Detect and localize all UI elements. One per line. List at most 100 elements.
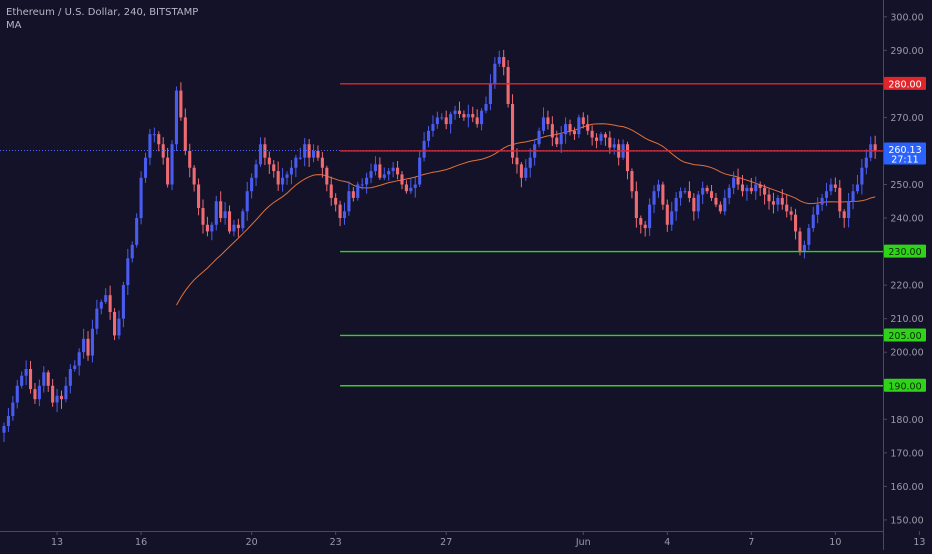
candle [718,201,722,214]
candle-body [550,124,554,138]
candle [188,143,192,178]
candle-body [833,184,837,188]
candle [564,117,568,144]
candle-body [373,164,378,172]
candle-body [497,57,501,64]
candle [342,202,347,225]
candle [802,240,806,259]
candle [303,137,307,167]
time-axis[interactable]: 13 16 20 23 27 Jun 4 7 10 13 [51,531,925,548]
candle-body [789,211,793,215]
candle-body [325,167,329,185]
resistance-level-badge: 280.00 [884,76,926,90]
candle [210,222,214,241]
candle [108,285,112,320]
candle [648,198,652,236]
candle [418,150,422,188]
candle-body [369,171,373,178]
candle-body [453,110,457,115]
candle-body [183,117,187,151]
symbol-title: Ethereum / U.S. Dollar, 240, BITSTAMP [6,7,199,18]
candle [519,162,523,188]
candle-body [480,110,484,125]
candle-body [798,231,802,252]
candle [68,364,72,394]
candle [873,135,877,159]
candle-body [241,211,245,229]
candle-body [396,167,400,175]
candle [794,208,798,240]
candle-body [581,117,585,125]
candle-body [281,177,285,185]
time-tick-label: 23 [330,537,342,548]
candle-body [634,191,638,219]
candle-body [2,426,6,433]
candle [449,111,453,134]
candle [205,216,209,237]
candle [37,379,41,407]
candle-body [740,184,745,192]
candle [373,156,378,176]
candle-body [205,224,209,232]
candle [855,174,860,194]
candle-body [126,258,130,286]
candle-body [488,83,492,104]
candle-body [537,130,541,145]
horizontal-levels-layer[interactable] [0,83,883,387]
level-badge-bg [884,328,926,342]
candle [166,147,170,188]
candle [20,371,24,389]
candle [749,178,753,195]
candle [586,114,590,135]
candle [236,218,240,238]
candle-body [723,197,727,212]
candle [245,181,249,221]
candle [267,151,271,174]
candle [444,110,448,130]
level-badge-text: 190.00 [888,381,921,392]
candle [360,178,364,190]
candle-body [842,211,846,219]
candle-body [219,201,223,219]
candle-body [51,385,55,403]
candle [767,189,771,210]
candle-body [46,372,50,386]
candle-body [77,352,81,366]
candle [24,360,28,386]
candle [758,181,762,197]
candle [382,167,386,180]
candle-body [108,295,112,312]
candle-body [90,328,94,356]
candle [820,193,824,211]
candle-body [418,157,422,185]
candle [11,395,15,421]
candle-body [855,184,860,192]
candle-body [449,114,453,125]
time-tick-label: 27 [440,537,452,548]
candle [219,191,223,223]
candle [2,422,6,443]
candle [250,173,254,199]
candle [365,172,369,194]
candle [462,110,466,121]
candle-body [139,177,143,219]
candle-body [130,244,134,259]
candle-body [73,365,77,369]
candle [453,105,457,120]
candle-body [28,368,33,390]
candle [643,220,647,237]
candle-body [245,191,249,212]
candle [785,195,789,218]
candle-body [254,164,258,178]
candle-body [166,157,170,185]
candle [232,219,236,237]
candle [683,187,687,195]
candle-body [33,389,37,400]
candle [28,360,33,394]
candle-body [794,214,798,232]
candle [550,116,554,147]
candle-body [838,187,842,212]
